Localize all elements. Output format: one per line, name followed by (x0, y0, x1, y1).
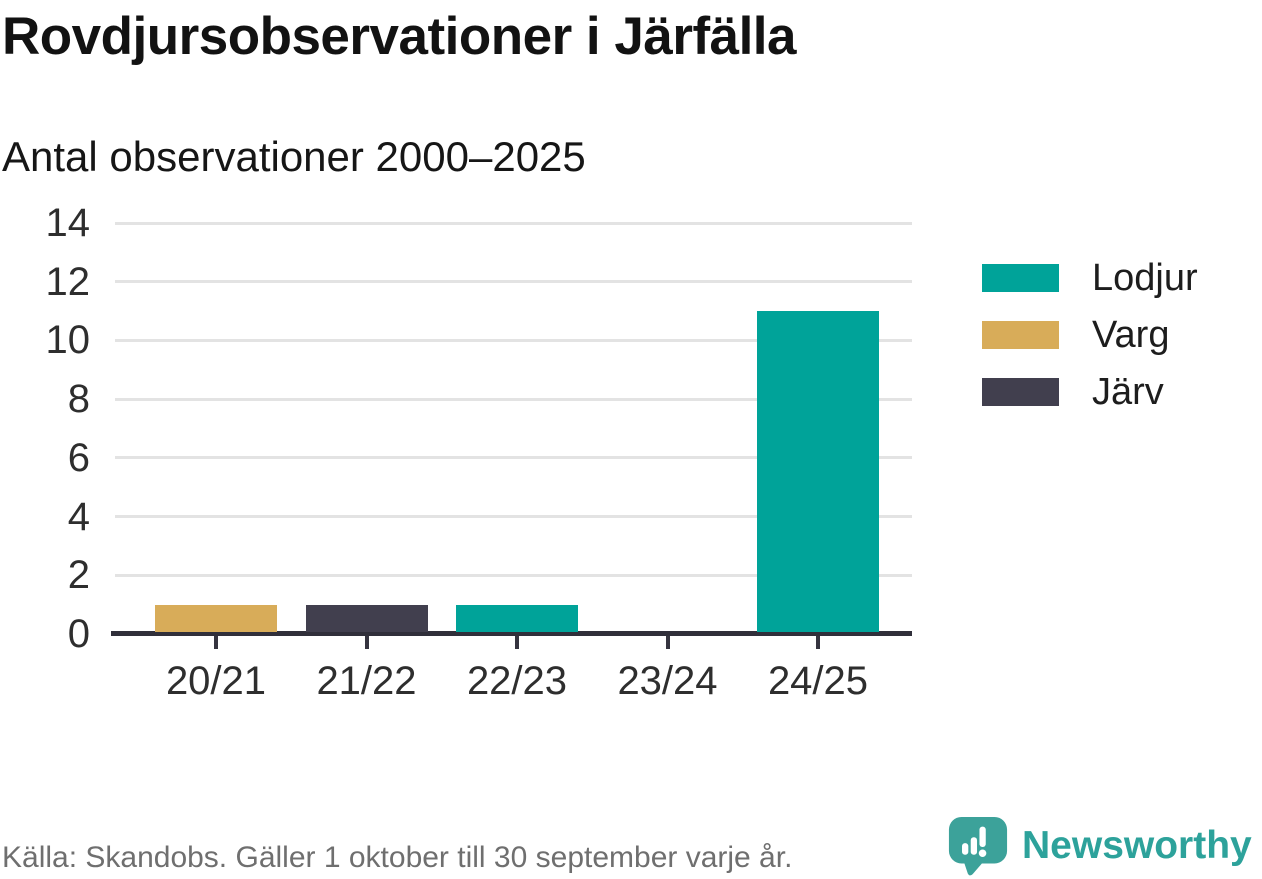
gridline (115, 221, 912, 225)
legend-label: Lodjur (1092, 257, 1198, 299)
bar-segment-lodjur-22-23 (456, 604, 578, 632)
chart-subtitle: Antal observationer 2000–2025 (2, 133, 586, 180)
x-axis-tick (816, 636, 820, 649)
logo-exclamation-bar (979, 826, 986, 847)
source-note: Källa: Skandobs. Gäller 1 oktober till 3… (2, 841, 793, 874)
y-axis-tick-label: 14 (45, 201, 91, 245)
gridline (115, 338, 912, 342)
x-axis-tick-label: 22/23 (466, 659, 568, 703)
legend-item-järv: Järv (982, 373, 1198, 411)
gridline (115, 573, 912, 577)
x-axis-tick (214, 636, 218, 649)
x-axis-tick (665, 636, 670, 649)
legend-swatch (982, 378, 1059, 406)
x-axis-tick-label: 24/25 (767, 659, 869, 703)
legend: Lodjur Varg Järv (982, 259, 1198, 435)
legend-label: Järv (1092, 371, 1164, 413)
y-axis-tick-label: 2 (67, 553, 90, 598)
bar-segment-lodjur-24-25 (757, 311, 879, 632)
bar-segment-järv-21-22 (305, 604, 428, 632)
y-axis-tick-label: 6 (67, 435, 90, 480)
gridline (115, 515, 912, 519)
y-axis-tick-label: 4 (67, 494, 90, 539)
logo-bar-tall (970, 837, 978, 855)
y-axis-tick-label: 12 (45, 259, 91, 304)
gridline (115, 456, 912, 460)
newsworthy-logo-icon (948, 816, 1008, 876)
legend-swatch (982, 264, 1059, 292)
gridline (115, 280, 912, 284)
logo-bar-small (962, 843, 969, 855)
legend-label: Varg (1092, 314, 1170, 356)
x-axis-line (111, 631, 912, 636)
gridline (115, 397, 912, 401)
logo-exclamation-dot (978, 849, 987, 858)
legend-item-varg: Varg (982, 316, 1198, 354)
bar-segment-varg-20-21 (155, 604, 277, 632)
legend-swatch (982, 321, 1059, 349)
y-axis-tick-label: 10 (45, 318, 91, 363)
y-axis-tick-label: 0 (67, 612, 90, 656)
x-axis-tick-label: 21/22 (316, 659, 417, 703)
chart-title: Rovdjursobservationer i Järfälla (2, 7, 797, 66)
newsworthy-wordmark: Newsworthy (1022, 824, 1252, 867)
newsworthy-logo: Newsworthy (947, 815, 1252, 877)
y-axis-tick-label: 8 (67, 377, 90, 422)
x-axis-tick (515, 636, 519, 649)
x-axis-tick (364, 636, 369, 649)
x-axis-tick-label: 20/21 (165, 659, 267, 703)
legend-item-lodjur: Lodjur (982, 259, 1198, 297)
x-axis-tick-label: 23/24 (617, 659, 718, 703)
